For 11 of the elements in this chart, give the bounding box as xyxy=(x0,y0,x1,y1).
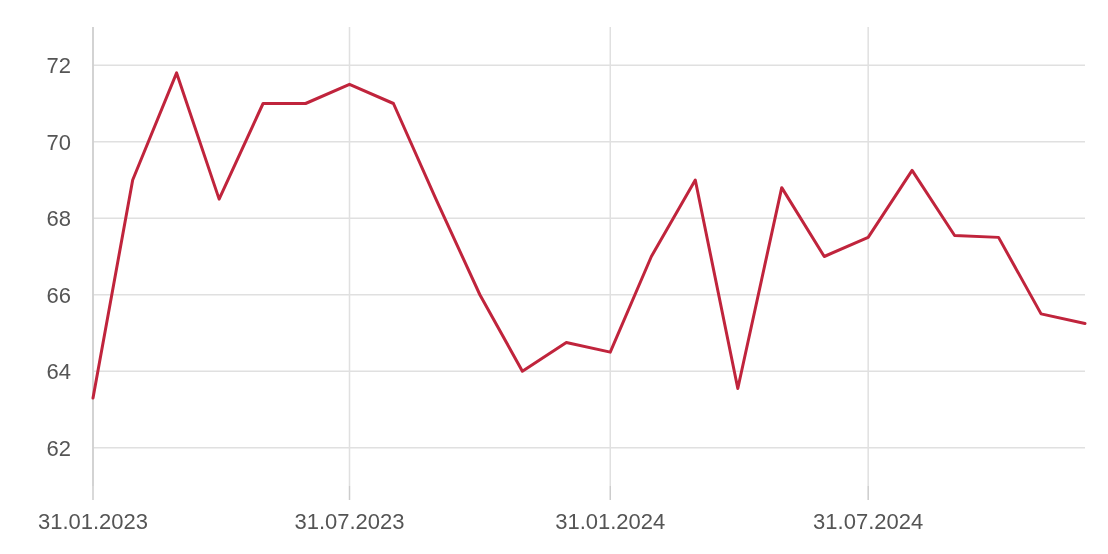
y-tick-label: 68 xyxy=(46,206,71,232)
y-tick-label: 70 xyxy=(46,129,71,155)
y-tick-label: 66 xyxy=(46,282,71,308)
x-tick-label: 31.07.2023 xyxy=(294,509,405,534)
y-tick-label: 64 xyxy=(46,359,71,385)
x-tick-label: 31.01.2024 xyxy=(555,509,666,534)
x-tick-label: 31.01.2023 xyxy=(37,509,149,534)
y-tick-label: 62 xyxy=(46,435,71,461)
y-tick-label: 72 xyxy=(46,53,71,79)
line-series xyxy=(91,71,1087,400)
x-tick-label: 31.07.2024 xyxy=(813,509,924,534)
